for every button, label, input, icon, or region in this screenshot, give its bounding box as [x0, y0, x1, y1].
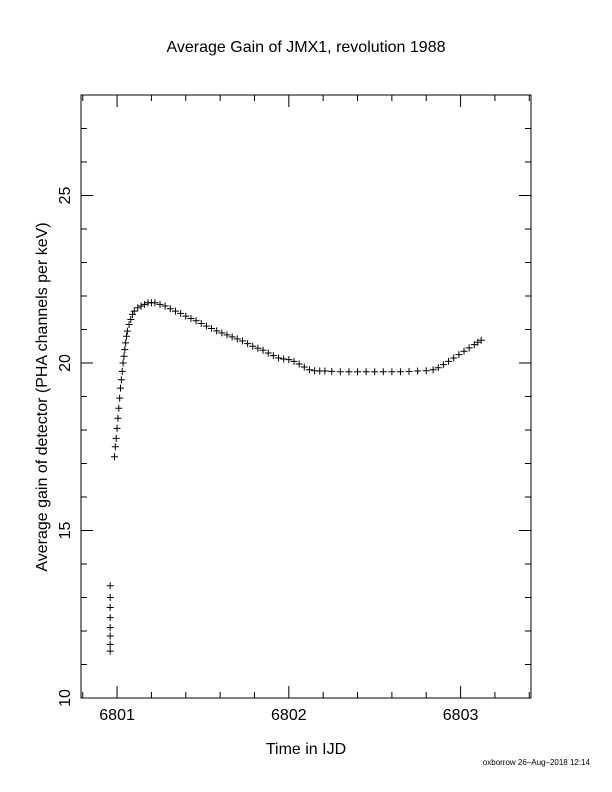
- data-point: [137, 302, 145, 310]
- data-point: [113, 424, 121, 432]
- data-point: [119, 359, 127, 367]
- x-axis-label: Time in IJD: [266, 741, 346, 758]
- y-tick-label: 20: [57, 354, 74, 372]
- data-point: [125, 320, 133, 328]
- data-point: [439, 361, 447, 369]
- data-point: [112, 434, 120, 442]
- data-point: [228, 333, 236, 341]
- data-point: [114, 414, 122, 422]
- data-point: [127, 315, 135, 323]
- data-point: [396, 368, 404, 376]
- data-points: [106, 299, 485, 655]
- data-point: [465, 344, 473, 352]
- data-point: [414, 367, 422, 375]
- data-point: [295, 360, 303, 368]
- data-point: [290, 357, 298, 365]
- data-point: [305, 366, 313, 374]
- data-point: [354, 368, 362, 376]
- data-point: [244, 340, 252, 348]
- data-point: [106, 582, 114, 590]
- data-point: [122, 339, 130, 347]
- y-tick-label: 10: [57, 689, 74, 707]
- data-point: [254, 344, 262, 352]
- data-point: [269, 352, 277, 360]
- data-point: [300, 363, 308, 371]
- data-point: [187, 314, 195, 322]
- data-point: [285, 356, 293, 364]
- data-point: [120, 352, 128, 360]
- data-point: [218, 329, 226, 337]
- data-point: [223, 331, 231, 339]
- data-point: [106, 632, 114, 640]
- plot-frame: [80, 94, 532, 699]
- data-point: [450, 354, 458, 362]
- data-point: [275, 354, 283, 362]
- data-point: [130, 307, 138, 315]
- data-point: [455, 351, 463, 359]
- data-point: [238, 337, 246, 345]
- y-tick-label: 15: [57, 522, 74, 540]
- x-tick-label: 6801: [99, 707, 135, 724]
- data-point: [197, 319, 205, 327]
- data-point: [208, 324, 216, 332]
- data-point: [106, 647, 114, 655]
- y-axis-label: Average gain of detector (PHA channels p…: [34, 222, 51, 571]
- data-point: [405, 367, 413, 375]
- data-point: [117, 384, 125, 392]
- data-point: [118, 367, 126, 375]
- data-point: [422, 367, 430, 375]
- y-tick-label: 25: [57, 187, 74, 205]
- data-point: [328, 367, 336, 375]
- data-point: [259, 346, 267, 354]
- axis-ticks: 6801 6802 6803 10 15 20 25: [57, 94, 531, 724]
- data-point: [477, 336, 485, 344]
- data-point: [106, 594, 114, 601]
- data-point: [388, 368, 396, 376]
- data-point: [379, 368, 387, 376]
- data-point: [371, 368, 379, 376]
- data-point: [280, 355, 288, 363]
- data-point: [129, 310, 137, 318]
- x-tick-label: 6803: [443, 707, 479, 724]
- data-point: [249, 342, 257, 350]
- data-point: [115, 404, 123, 412]
- data-point: [151, 299, 159, 307]
- data-point: [106, 604, 114, 612]
- x-tick-label: 6802: [271, 707, 307, 724]
- data-point: [460, 347, 468, 355]
- data-point: [202, 322, 210, 330]
- data-point: [321, 367, 329, 375]
- data-point: [117, 376, 125, 384]
- data-point: [336, 368, 344, 376]
- data-point: [192, 317, 200, 325]
- data-point: [123, 327, 131, 335]
- data-point: [362, 368, 370, 376]
- data-point: [171, 307, 179, 315]
- data-point: [141, 300, 149, 308]
- data-point: [233, 335, 241, 343]
- data-point: [121, 346, 129, 354]
- data-point: [429, 366, 437, 374]
- data-point: [213, 327, 221, 335]
- data-point: [116, 394, 124, 402]
- data-point: [345, 368, 353, 376]
- data-point: [445, 357, 453, 365]
- data-point: [106, 614, 114, 622]
- data-point: [182, 312, 190, 320]
- data-point: [134, 304, 142, 312]
- data-point: [264, 349, 272, 357]
- data-point: [161, 302, 169, 310]
- data-point: [110, 453, 118, 461]
- footer-stamp: oxborrow 26–Aug–2018 12:14: [482, 758, 590, 767]
- data-point: [106, 624, 114, 632]
- data-point: [111, 443, 119, 451]
- data-point: [156, 300, 164, 308]
- data-point: [106, 640, 114, 648]
- data-point: [166, 305, 174, 313]
- data-point: [123, 332, 131, 340]
- chart-title: Average Gain of JMX1, revolution 1988: [167, 39, 446, 56]
- data-point: [434, 364, 442, 372]
- data-point: [177, 309, 185, 317]
